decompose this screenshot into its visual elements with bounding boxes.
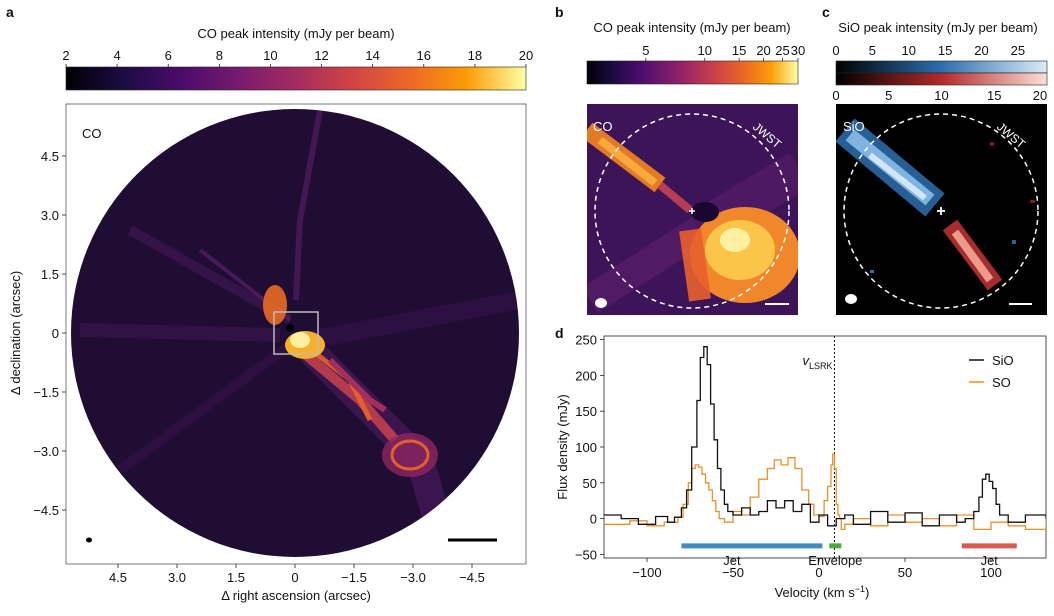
- panel-a-x-ticks: 4.5 3.0 1.5 0 −1.5 −3.0 −4.5: [109, 564, 485, 585]
- x-tick-label: −4.5: [459, 570, 485, 585]
- x-tick-label: 0: [815, 565, 822, 580]
- y-tick-label: −1.5: [33, 385, 59, 400]
- colorbar-tick-label: 20: [756, 43, 770, 58]
- colorbar-tick-label: 12: [314, 48, 328, 63]
- y-tick-label: 3.0: [41, 208, 59, 223]
- colorbar-tick-label: 16: [417, 48, 431, 63]
- panel-a-colorbar-title: CO peak intensity (mJy per beam): [197, 26, 394, 41]
- panel-b-co-map: [587, 104, 798, 315]
- y-tick-label: 4.5: [41, 149, 59, 164]
- legend-label: SiO: [992, 353, 1014, 368]
- panel-a-colorbar-ticks: 2 4 6 8 10 12 14 16 18 20: [62, 48, 533, 67]
- y-tick-label: 200: [575, 368, 597, 383]
- y-tick-label: −50: [575, 547, 597, 562]
- panel-c-colorbar-title: SiO peak intensity (mJy per beam): [838, 20, 1037, 35]
- colorbar-tick-label: 10: [934, 88, 948, 103]
- y-tick-label: 250: [575, 333, 597, 348]
- x-tick-label: 1.5: [227, 570, 245, 585]
- panel-c-colorbar-blue: [835, 60, 1048, 74]
- colorbar-tick-label: 18: [468, 48, 482, 63]
- panel-b-colorbar: [586, 60, 799, 85]
- panel-d-spectrum-chart: −100 −50 0 50 100 −50 0 50 100 150 200 250 Jet Envelo…: [575, 333, 1047, 580]
- series-area: [604, 336, 1046, 558]
- series-line-so: [604, 453, 1046, 531]
- colorbar-tick-label: 10: [697, 43, 711, 58]
- colorbar-tick-label: 20: [974, 43, 988, 58]
- panel-a-xlabel: Δ right ascension (arcsec): [221, 588, 371, 603]
- vlsr-label: vLSRK: [802, 353, 832, 371]
- colorbar-tick-label: 0: [832, 43, 839, 58]
- panel-c-letter: c: [822, 4, 830, 20]
- series-line-sio: [604, 346, 1046, 527]
- panel-a-y-ticks: 4.5 3.0 1.5 0 −1.5 −3.0 −4.5: [33, 149, 66, 518]
- panel-b-image-label: CO: [593, 119, 613, 134]
- panel-a-colorbar: [65, 66, 527, 91]
- range-bar-label: Jet: [981, 553, 999, 568]
- panel-c-image-label: SiO: [843, 119, 865, 134]
- colorbar-tick-label: 20: [1033, 88, 1047, 103]
- colorbar-tick-label: 6: [165, 48, 172, 63]
- colorbar-tick-label: 8: [216, 48, 223, 63]
- colorbar-tick-label: 10: [902, 43, 916, 58]
- x-tick-label: 4.5: [109, 570, 127, 585]
- panel-a-letter: a: [6, 4, 14, 20]
- x-tick-label: −3.0: [400, 570, 426, 585]
- colorbar-tick-label: 5: [885, 88, 892, 103]
- x-tick-label: −1.5: [341, 570, 367, 585]
- panel-b-letter: b: [555, 4, 564, 20]
- panel-b-colorbar-title: CO peak intensity (mJy per beam): [593, 20, 790, 35]
- colorbar-tick-label: 20: [519, 48, 533, 63]
- y-tick-label: −4.5: [33, 503, 59, 518]
- y-tick-label: 100: [575, 440, 597, 455]
- x-tick-label: 100: [980, 565, 1002, 580]
- range-bar-label: Jet: [723, 553, 741, 568]
- colorbar-tick-label: 10: [263, 48, 277, 63]
- colorbar-tick-label: 0: [832, 88, 839, 103]
- x-tick-label: 3.0: [168, 570, 186, 585]
- colorbar-tick-label: 15: [987, 88, 1001, 103]
- colorbar-tick-label: 30: [791, 43, 805, 58]
- panel-c-sio-map: [836, 104, 1047, 315]
- panel-a-ylabel: Δ declination (arcsec): [8, 271, 23, 395]
- x-tick-label: −50: [722, 565, 744, 580]
- colorbar-tick-label: 4: [113, 48, 120, 63]
- colorbar-tick-label: 5: [869, 43, 876, 58]
- x-tick-label: 50: [898, 565, 912, 580]
- y-tick-label: 150: [575, 404, 597, 419]
- panel-d-letter: d: [555, 325, 564, 341]
- colorbar-tick-label: 5: [642, 43, 649, 58]
- range-bar-label: Envelope: [808, 553, 862, 568]
- y-tick-label: 1.5: [41, 267, 59, 282]
- legend-label: SO: [992, 375, 1011, 390]
- panel-b-colorbar-ticks: 5 10 15 20 25 30: [642, 43, 805, 61]
- panel-c-colorbar-ticks-top: 0 5 10 15 20 25: [832, 43, 1025, 58]
- panel-d-ylabel: Flux density (mJy): [555, 394, 570, 499]
- colorbar-tick-label: 2: [62, 48, 69, 63]
- y-tick-label: 50: [583, 476, 597, 491]
- x-tick-label: −100: [632, 565, 661, 580]
- y-tick-label: 0: [52, 326, 59, 341]
- colorbar-tick-label: 15: [938, 43, 952, 58]
- panel-d-xlabel: Velocity (km s−1): [775, 584, 870, 600]
- panel-a-image-label: CO: [82, 126, 102, 141]
- panel-c-colorbar-ticks-bottom: 0 5 10 15 20: [832, 88, 1047, 103]
- y-tick-label: −3.0: [33, 444, 59, 459]
- panel-c-colorbar-red: [835, 72, 1048, 86]
- colorbar-tick-label: 25: [775, 43, 789, 58]
- colorbar-tick-label: 25: [1011, 43, 1025, 58]
- colorbar-tick-label: 14: [365, 48, 379, 63]
- colorbar-tick-label: 15: [732, 43, 746, 58]
- panel-a-co-map: [65, 103, 527, 565]
- y-tick-label: 0: [590, 512, 597, 527]
- x-tick-label: 0: [291, 570, 298, 585]
